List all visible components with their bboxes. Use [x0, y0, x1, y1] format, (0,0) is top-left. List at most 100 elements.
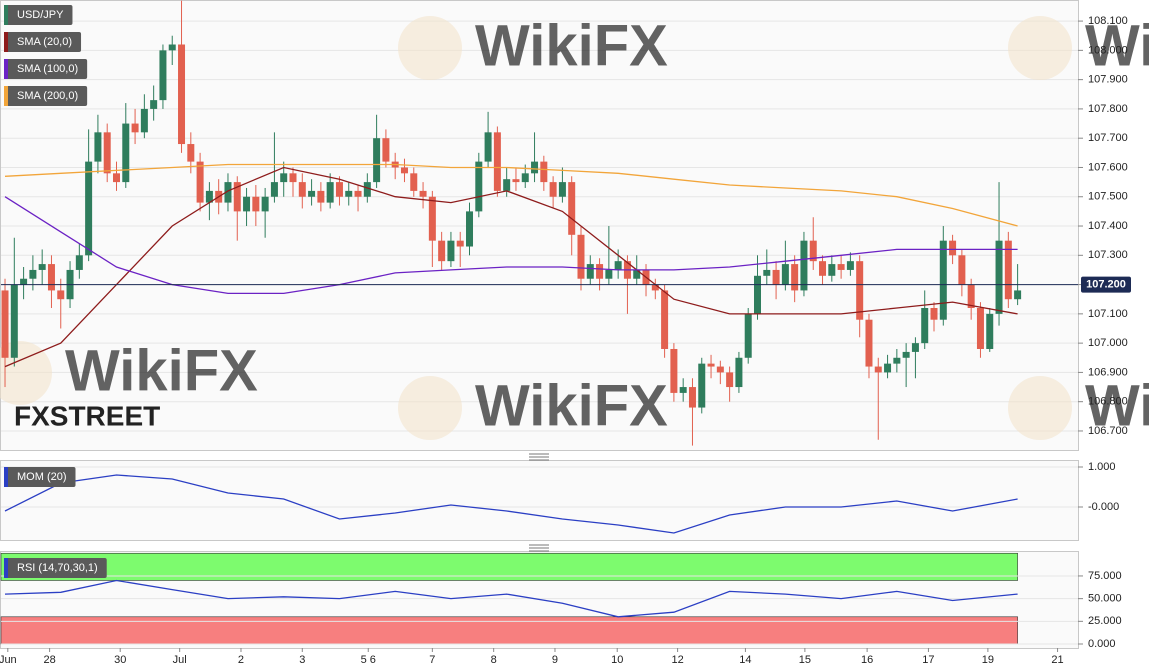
legend-swatch [4, 558, 8, 578]
y-tick-label: 107.800 [1088, 103, 1128, 115]
candle-body [540, 161, 548, 183]
legend-box [4, 5, 73, 25]
candle-body [168, 44, 176, 51]
candle-body [112, 173, 120, 183]
candle-body [809, 240, 817, 262]
candle-body [150, 100, 158, 109]
x-tick-label: 15 [799, 654, 811, 666]
candle-body [456, 240, 464, 247]
candle-body [521, 173, 529, 183]
candle-body [1004, 240, 1012, 300]
x-tick-label: 16 [861, 654, 873, 666]
candle-body [159, 50, 167, 101]
candle-body [75, 255, 83, 270]
panel [0, 460, 1079, 541]
candle-body [577, 234, 585, 279]
candle-body [335, 182, 343, 197]
y-tick-label: 0.000 [1088, 638, 1116, 650]
y-tick-label: 107.900 [1088, 74, 1128, 86]
candle-body [354, 190, 362, 197]
candle-body [837, 264, 845, 270]
candle-body [781, 264, 789, 285]
candle-body [85, 161, 93, 256]
y-tick-label: 107.000 [1088, 337, 1128, 349]
candle-body [373, 138, 381, 183]
candle-body [995, 240, 1003, 314]
candle-body [558, 182, 566, 197]
y-tick-label: 106.700 [1088, 425, 1128, 437]
candle-body [20, 278, 28, 285]
legend-swatch [4, 467, 8, 487]
watermark: WikiFX [65, 338, 258, 403]
y-tick-label: 108.000 [1088, 44, 1128, 56]
candle-body [976, 308, 984, 349]
y-tick-label: 107.400 [1088, 220, 1128, 232]
candle-body [298, 182, 306, 197]
x-tick-label: Jul [173, 654, 187, 666]
series-line [4, 474, 1018, 534]
candle-body [447, 240, 455, 262]
x-tick-label: 12 [671, 654, 683, 666]
candle-body [512, 179, 520, 183]
y-tick-label: 107.300 [1088, 249, 1128, 261]
candle-body [94, 132, 102, 162]
candle-body [243, 196, 251, 212]
series-line [4, 579, 1018, 618]
candle-body [670, 348, 678, 393]
y-tick-label: 106.900 [1088, 366, 1128, 378]
y-tick-label: 107.100 [1088, 308, 1128, 320]
candle-body [865, 319, 873, 367]
watermark: WikiFX [475, 373, 668, 438]
y-tick-label: 106.800 [1088, 396, 1128, 408]
legend-box [4, 32, 82, 52]
candle-body [856, 261, 864, 320]
candle-body [326, 182, 334, 203]
candle-body [967, 284, 975, 309]
candle-body [438, 240, 446, 262]
y-tick-label: 50.000 [1088, 593, 1122, 605]
last-price-label: 107.200 [1086, 278, 1126, 290]
candle-body [122, 123, 130, 183]
x-tick-label: 9 [552, 654, 558, 666]
watermark-logo [398, 376, 462, 440]
y-tick-label: 75.000 [1088, 570, 1122, 582]
brand: FXSTREET [14, 400, 160, 431]
candle-body [744, 313, 752, 358]
watermark-logo [398, 16, 462, 80]
y-tick-label: 1.000 [1088, 461, 1116, 473]
candle-body [140, 108, 148, 133]
candle-body [382, 138, 390, 162]
candle-body [614, 261, 622, 270]
x-tick-label: 19 [982, 654, 994, 666]
candle-body [252, 196, 260, 212]
candle-body [661, 290, 669, 349]
candle-body [280, 173, 288, 183]
candle-body [828, 264, 836, 276]
candle-body [846, 261, 854, 270]
candle-body [921, 308, 929, 344]
candle-body [707, 363, 715, 367]
watermark-logo [1008, 376, 1072, 440]
candle-body [651, 284, 659, 291]
candle-body [57, 290, 65, 300]
candle-body [419, 190, 427, 197]
candle-body [224, 182, 232, 203]
y-tick-label: -0.000 [1088, 501, 1119, 513]
series-line [4, 163, 1018, 227]
series-line [4, 166, 1018, 368]
x-tick-label: 17 [922, 654, 934, 666]
candle-body [586, 264, 594, 279]
x-tick-label: 21 [1051, 654, 1063, 666]
candle-body [196, 161, 204, 203]
y-tick-label: 108.100 [1088, 15, 1128, 27]
candle-body [939, 240, 947, 320]
legend-label: SMA (20,0) [17, 36, 72, 48]
x-tick-label: 14 [739, 654, 751, 666]
candle-body [503, 179, 511, 191]
candle-body [986, 313, 994, 349]
y-tick-label: 107.700 [1088, 132, 1128, 144]
y-tick-label: 107.500 [1088, 191, 1128, 203]
candle-body [363, 182, 371, 197]
candle-body [261, 196, 269, 212]
candle-body [633, 269, 641, 279]
